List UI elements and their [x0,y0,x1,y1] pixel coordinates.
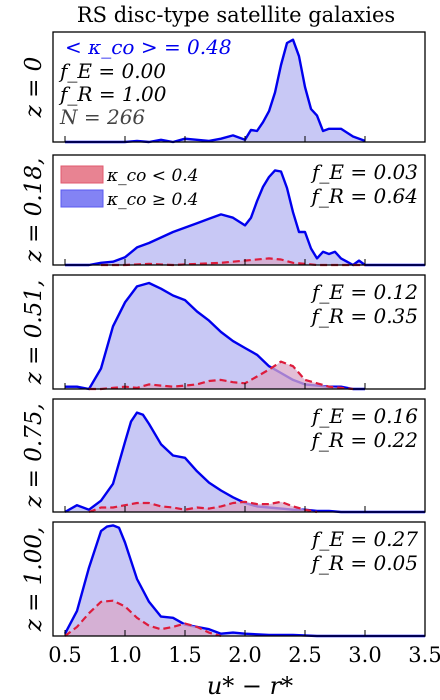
panel-3-frame [52,274,426,390]
panel-4: z = 0.75, f_E = 0.16f_R = 0.22 [21,398,426,514]
panel-3-annotation-1: f_E = 0.12 [310,280,418,304]
panel-3-area-kappa-low [89,361,353,389]
panel-3-ylabel: z = 0.51, [21,280,47,386]
panel-4-annotation-1: f_E = 0.16 [310,404,418,428]
panel-5-ylabel: z = 1.00, [21,527,47,633]
legend-swatch-1 [60,165,104,184]
x-tick-label: 3.0 [348,643,381,667]
panel-3-area-kappa-high [65,283,365,389]
x-tick-label: 1.0 [108,643,141,667]
panel-2-annotation-2: f_R = 0.64 [310,184,418,208]
panel-2-line-kappa-high [65,169,425,267]
panel-5-frame [52,521,426,637]
x-axis: 0.5 1.0 1.5 2.0 2.5 3.0 3.5 [48,643,440,667]
panel-1-frame [52,31,426,143]
x-tick-label: 2.5 [288,643,321,667]
panel-4-area-kappa-high [65,412,425,512]
panel-2: z = 0.18, f_E = 0.03f_R = 0.64κ_co < 0.4κ… [21,154,426,267]
panel-5: z = 1.00, f_E = 0.27f_R = 0.05 [21,521,426,638]
panel-4-ylabel: z = 0.75, [21,403,47,509]
panel-1-mean-kappa: < κ_co > = 0.48 [65,35,232,59]
legend: κ_co < 0.4 κ_co ≥ 0.4 [60,165,199,210]
panel-4-area-kappa-low [89,501,317,512]
legend-swatch-2 [60,189,104,208]
panel-4-line-kappa-low [88,500,318,514]
legend-label-2: κ_co ≥ 0.4 [106,190,199,210]
x-tick-label: 3.5 [408,643,440,667]
x-axis-label: u* − r* [207,672,293,700]
panels: z = 0 < κ_co > = 0.48f_E = 0.00f_R = 1.00… [21,31,426,638]
x-tick-label: 1.5 [168,643,201,667]
panel-5-area-kappa-low [65,600,221,636]
panel-4-frame [52,398,426,513]
x-tick-label: 2.0 [228,643,261,667]
panel-5-annotation-2: f_R = 0.05 [310,551,418,575]
panel-2-ylabel: z = 0.18, [21,158,47,264]
panel-3: z = 0.51, f_E = 0.12f_R = 0.35 [21,274,426,391]
panel-3-annotation-2: f_R = 0.35 [310,304,418,328]
panel-1: z = 0 < κ_co > = 0.48f_E = 0.00f_R = 1.00… [21,31,426,144]
x-tick-label: 0.5 [48,643,81,667]
panel-5-line-kappa-high [63,524,425,638]
panel-3-line-kappa-low [89,360,354,391]
panel-1-annotation-2: f_R = 1.00 [58,82,167,106]
panel-2-frame [52,154,426,266]
panel-5-line-kappa-low [64,599,222,638]
panel-2-annotation-1: f_E = 0.03 [310,160,418,184]
panel-1-ylabel: z = 0 [21,57,47,119]
panel-5-annotation-1: f_E = 0.27 [310,527,418,551]
chart-title: RS disc-type satellite galaxies [77,3,395,27]
legend-label-1: κ_co < 0.4 [106,166,199,186]
panel-1-annotation-1: f_E = 0.00 [58,59,166,83]
panel-1-annotation-3: N = 266 [59,105,145,129]
panel-1-line-kappa-high [65,38,366,144]
panel-1-area-kappa-high [65,39,365,143]
panel-4-annotation-2: f_R = 0.22 [310,428,418,452]
